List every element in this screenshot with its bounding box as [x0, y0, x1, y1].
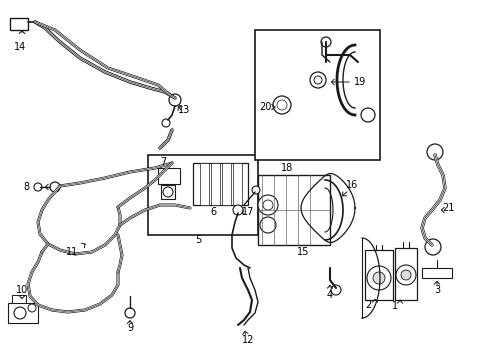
Circle shape — [401, 270, 411, 280]
Circle shape — [273, 96, 291, 114]
Bar — [148, 155, 258, 235]
Circle shape — [367, 266, 391, 290]
Circle shape — [258, 195, 278, 215]
Circle shape — [125, 308, 135, 318]
Circle shape — [427, 144, 443, 160]
Circle shape — [310, 72, 326, 88]
Circle shape — [396, 265, 416, 285]
Text: 3: 3 — [434, 285, 440, 295]
Circle shape — [260, 217, 276, 233]
Bar — [233, 163, 242, 205]
Text: 7: 7 — [160, 157, 166, 167]
Bar — [258, 175, 330, 245]
Circle shape — [361, 108, 375, 122]
Circle shape — [373, 272, 385, 284]
Circle shape — [314, 76, 322, 84]
Bar — [422, 268, 452, 278]
Circle shape — [169, 94, 181, 106]
Bar — [8, 303, 38, 323]
Circle shape — [28, 304, 36, 312]
Text: 21: 21 — [442, 203, 454, 213]
Circle shape — [50, 182, 60, 192]
Circle shape — [263, 200, 273, 210]
Circle shape — [34, 183, 42, 191]
Text: 14: 14 — [14, 42, 26, 52]
Text: 19: 19 — [354, 77, 366, 87]
Text: 1: 1 — [392, 301, 398, 311]
Text: 13: 13 — [178, 105, 190, 115]
Bar — [222, 163, 231, 205]
Text: 4: 4 — [327, 290, 333, 300]
Circle shape — [252, 186, 260, 194]
Bar — [365, 250, 393, 300]
Text: 17: 17 — [242, 207, 254, 217]
Bar — [12, 295, 26, 303]
Circle shape — [277, 100, 287, 110]
Bar — [395, 248, 417, 300]
Text: 10: 10 — [16, 285, 28, 295]
Text: 8: 8 — [23, 182, 29, 192]
Bar — [200, 163, 209, 205]
Circle shape — [14, 307, 26, 319]
Circle shape — [331, 285, 341, 295]
Text: 2: 2 — [365, 300, 371, 310]
Circle shape — [163, 187, 173, 197]
Text: 20: 20 — [259, 102, 271, 112]
Circle shape — [233, 205, 243, 215]
Bar — [255, 30, 380, 160]
Circle shape — [321, 37, 331, 47]
Text: 9: 9 — [127, 323, 133, 333]
Circle shape — [162, 119, 170, 127]
Text: 6: 6 — [210, 207, 216, 217]
Bar — [193, 163, 248, 205]
Circle shape — [425, 239, 441, 255]
Text: 15: 15 — [297, 247, 309, 257]
Bar — [158, 168, 180, 184]
Bar — [10, 18, 28, 30]
Text: 5: 5 — [195, 235, 201, 245]
Bar — [161, 185, 175, 199]
Text: 18: 18 — [281, 163, 293, 173]
Bar — [211, 163, 220, 205]
Text: 11: 11 — [66, 247, 78, 257]
Text: 12: 12 — [242, 335, 254, 345]
Text: 16: 16 — [346, 180, 358, 190]
